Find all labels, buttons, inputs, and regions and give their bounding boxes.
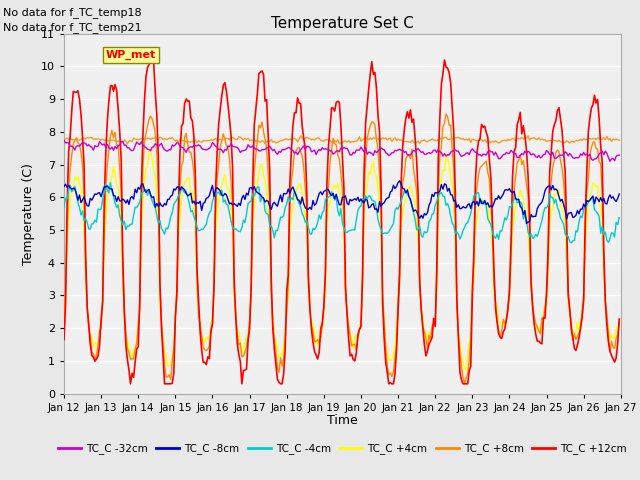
Text: No data for f_TC_temp21: No data for f_TC_temp21 [3, 22, 142, 33]
Y-axis label: Temperature (C): Temperature (C) [22, 163, 35, 264]
Legend: TC_C -32cm, TC_C -8cm, TC_C -4cm, TC_C +4cm, TC_C +8cm, TC_C +12cm: TC_C -32cm, TC_C -8cm, TC_C -4cm, TC_C +… [54, 439, 631, 458]
Text: No data for f_TC_temp18: No data for f_TC_temp18 [3, 7, 142, 18]
Text: WP_met: WP_met [106, 50, 156, 60]
Title: Temperature Set C: Temperature Set C [271, 16, 414, 31]
X-axis label: Time: Time [327, 414, 358, 427]
